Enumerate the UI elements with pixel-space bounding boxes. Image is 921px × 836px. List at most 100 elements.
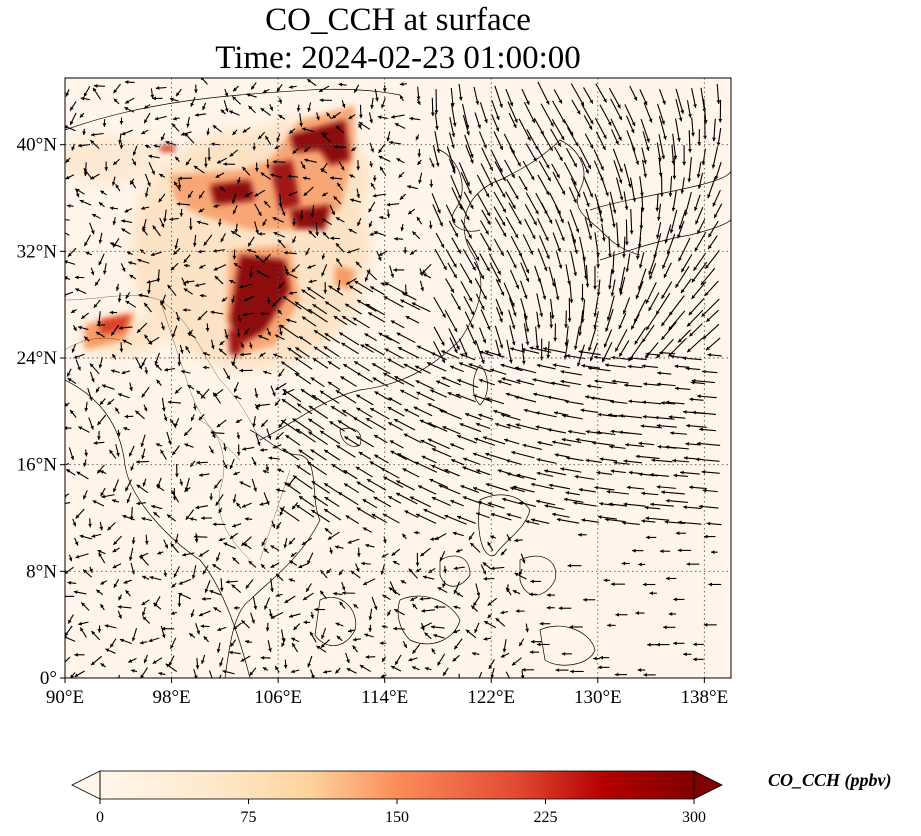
wind-arrow bbox=[479, 220, 490, 235]
wind-arrow bbox=[185, 158, 192, 166]
wind-arrow bbox=[650, 502, 674, 507]
wind-arrow bbox=[114, 407, 120, 414]
wind-arrow bbox=[366, 269, 378, 281]
wind-arrow bbox=[136, 322, 148, 334]
wind-arrow bbox=[551, 118, 565, 141]
wind-arrow bbox=[409, 496, 432, 508]
wind-arrow bbox=[343, 482, 360, 494]
wind-arrow bbox=[599, 655, 610, 660]
wind-arrow bbox=[130, 562, 135, 575]
wind-arrow bbox=[70, 309, 77, 314]
wind-arrow bbox=[623, 502, 646, 507]
wind-arrow bbox=[523, 323, 530, 346]
wind-arrow bbox=[96, 323, 106, 327]
wind-arrow bbox=[429, 157, 435, 168]
wind-arrow bbox=[281, 398, 302, 413]
wind-arrow bbox=[448, 158, 456, 174]
wind-arrow bbox=[97, 311, 102, 326]
wind-arrow bbox=[697, 172, 704, 189]
wind-arrow bbox=[693, 642, 704, 647]
wind-arrow bbox=[83, 234, 91, 247]
wind-arrow bbox=[252, 416, 257, 428]
wind-arrow bbox=[674, 364, 690, 369]
wind-arrow bbox=[113, 83, 121, 94]
wind-arrow bbox=[688, 298, 705, 316]
wind-arrow bbox=[175, 88, 182, 97]
wind-arrow bbox=[471, 651, 480, 656]
wind-arrow bbox=[213, 264, 227, 271]
wind-arrow bbox=[565, 491, 580, 496]
wind-arrow bbox=[493, 131, 504, 151]
wind-arrow bbox=[198, 190, 205, 199]
wind-arrow bbox=[241, 166, 251, 176]
wind-arrow bbox=[434, 131, 441, 153]
wind-arrow bbox=[154, 352, 160, 366]
wind-arrow bbox=[256, 403, 271, 408]
wind-arrow bbox=[537, 218, 549, 242]
wind-arrow bbox=[399, 389, 419, 400]
wind-arrow bbox=[594, 379, 617, 385]
wind-arrow bbox=[474, 278, 487, 300]
wind-arrow bbox=[482, 436, 506, 445]
wind-arrow bbox=[75, 553, 89, 559]
wind-arrow bbox=[418, 172, 423, 184]
wind-arrow bbox=[656, 485, 677, 489]
wind-arrow bbox=[673, 473, 688, 478]
wind-arrow bbox=[282, 448, 300, 461]
wind-arrow bbox=[593, 265, 597, 290]
wind-arrow bbox=[155, 86, 167, 90]
wind-arrow bbox=[174, 533, 179, 544]
wind-arrow bbox=[177, 353, 182, 366]
lon-tick-label: 122°E bbox=[467, 687, 515, 708]
wind-arrow bbox=[464, 134, 474, 159]
wind-arrow bbox=[521, 343, 526, 365]
wind-arrow bbox=[506, 587, 512, 596]
wind-arrow bbox=[393, 268, 405, 272]
wind-arrow bbox=[383, 295, 404, 308]
wind-arrow bbox=[396, 480, 415, 491]
wind-arrow bbox=[397, 346, 420, 359]
wind-arrow bbox=[139, 555, 149, 566]
wind-arrow bbox=[212, 392, 221, 404]
wind-arrow bbox=[599, 104, 612, 126]
wind-arrow bbox=[668, 612, 677, 616]
wind-arrow bbox=[124, 479, 132, 492]
wind-arrow bbox=[380, 563, 386, 575]
wind-arrow bbox=[264, 597, 271, 610]
wind-arrow bbox=[611, 379, 629, 384]
wind-arrow bbox=[309, 631, 317, 643]
wind-arrow bbox=[505, 191, 516, 210]
wind-arrow bbox=[69, 101, 77, 111]
wind-arrow bbox=[479, 253, 491, 272]
wind-arrow bbox=[578, 146, 592, 170]
wind-arrow bbox=[288, 578, 296, 582]
wind-arrow bbox=[465, 629, 477, 639]
wind-arrow bbox=[77, 325, 89, 331]
wind-arrow bbox=[465, 324, 477, 346]
wind-arrow bbox=[321, 133, 332, 143]
wind-arrow bbox=[102, 119, 107, 127]
wind-arrow bbox=[231, 295, 236, 304]
wind-arrow bbox=[656, 203, 662, 221]
wind-arrow bbox=[622, 236, 626, 258]
wind-arrow bbox=[125, 292, 131, 300]
colorbar-tick-label: 300 bbox=[682, 809, 706, 826]
wind-arrow bbox=[99, 190, 107, 196]
wind-arrow bbox=[678, 209, 687, 230]
wind-arrow bbox=[470, 605, 478, 612]
wind-arrow bbox=[422, 575, 435, 580]
wind-arrow bbox=[301, 289, 316, 300]
wind-arrow bbox=[399, 193, 407, 201]
wind-arrow bbox=[622, 297, 631, 315]
wind-arrow bbox=[259, 502, 270, 506]
wind-arrow bbox=[349, 198, 362, 203]
wind-arrow bbox=[178, 578, 192, 585]
wind-arrow bbox=[84, 401, 89, 412]
wind-arrow bbox=[172, 116, 180, 121]
wind-arrow bbox=[148, 637, 160, 643]
wind-arrow bbox=[177, 595, 182, 607]
wind-arrow bbox=[511, 450, 535, 459]
wind-arrow bbox=[150, 251, 162, 257]
wind-arrow bbox=[129, 382, 133, 392]
wind-arrow bbox=[209, 589, 221, 596]
